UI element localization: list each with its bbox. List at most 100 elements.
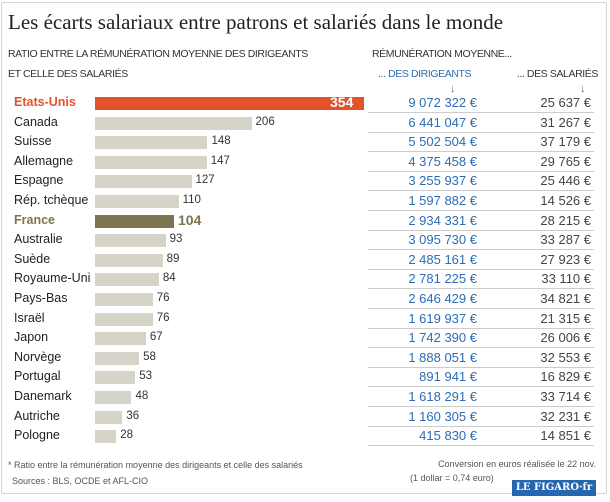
ratio-bar xyxy=(95,332,146,346)
ratio-value-label: 127 xyxy=(195,174,215,187)
row-divider xyxy=(368,366,594,368)
table-row: Canada 206 6 441 047 € 31 267 € xyxy=(8,113,594,133)
row-divider xyxy=(368,151,594,153)
ratio-bar xyxy=(95,214,175,228)
salaries-salary: 16 829 € xyxy=(540,369,591,385)
salaries-salary: 25 446 € xyxy=(540,173,591,189)
ratio-bar xyxy=(95,410,123,424)
dirigeants-salary: 415 830 € xyxy=(419,428,477,444)
ratio-bar xyxy=(95,312,153,326)
dirigeants-salary: 6 441 047 € xyxy=(408,114,477,130)
ratio-bar xyxy=(95,136,208,150)
ratio-value-label: 28 xyxy=(120,429,134,442)
salaries-salary: 21 315 € xyxy=(540,310,591,326)
salaries-salary: 29 765 € xyxy=(540,153,591,169)
table-row: Suisse 148 5 502 504 € 37 179 € xyxy=(8,132,594,153)
country-label: Suisse xyxy=(14,134,52,149)
table-row: Royaume-Uni 84 2 781 225 € 33 110 € xyxy=(8,269,594,290)
country-label: Danemark xyxy=(14,389,72,403)
country-label: France xyxy=(14,212,55,227)
country-label: Etats-Unis xyxy=(14,95,76,109)
ratio-bar xyxy=(95,155,207,169)
remuneration-header: RÉMUNÉRATION MOYENNE... xyxy=(372,48,512,60)
dirigeants-salary: 5 502 504 € xyxy=(408,134,477,150)
ratio-bar xyxy=(95,116,252,130)
table-row: France 104 2 934 331 € 28 215 € xyxy=(8,211,594,231)
dirigeants-salary: 2 485 161 € xyxy=(408,251,477,267)
salaries-salary: 25 637 € xyxy=(540,95,591,110)
dirigeants-salary: 1 742 390 € xyxy=(408,330,477,346)
ratio-bar xyxy=(95,293,153,306)
ratio-bar xyxy=(95,175,192,189)
row-divider xyxy=(368,288,594,290)
dirigeants-salary: 1 597 882 € xyxy=(408,193,477,208)
ratio-value-label: 110 xyxy=(182,194,201,206)
row-divider xyxy=(368,386,594,388)
country-label: Israël xyxy=(14,310,45,325)
row-divider xyxy=(368,425,594,427)
ratio-value-label: 147 xyxy=(210,154,230,167)
table-row: Pays-Bas 76 2 646 429 € 34 821 € xyxy=(8,289,594,309)
salaries-salary: 33 714 € xyxy=(540,389,591,404)
table-row: Autriche 36 1 160 305 € 32 231 € xyxy=(8,407,594,427)
ratio-header-line1: RATIO ENTRE LA RÉMUNÉRATION MOYENNE DES … xyxy=(8,48,308,60)
ratio-header-line2: ET CELLE DES SALARIÉS xyxy=(8,68,128,80)
ratio-value-label: 67 xyxy=(149,331,163,344)
ratio-value-label: 53 xyxy=(139,370,153,383)
salaries-salary: 28 215 € xyxy=(540,212,591,228)
country-label: Portugal xyxy=(14,369,61,384)
row-divider xyxy=(368,170,594,172)
row-divider xyxy=(368,249,594,251)
ratio-bar xyxy=(95,351,140,365)
table-row: Etats-Unis 354 9 072 322 € 25 637 € xyxy=(8,93,594,113)
row-divider xyxy=(368,229,594,231)
ratio-value-label: 84 xyxy=(162,272,176,285)
ratio-bar xyxy=(95,430,117,444)
country-label: Allemagne xyxy=(14,153,74,168)
dirigeants-salary: 3 095 730 € xyxy=(408,232,477,248)
row-divider xyxy=(368,347,594,349)
row-divider xyxy=(368,190,594,192)
dirigeants-salary: 2 781 225 € xyxy=(408,271,477,287)
ratio-value-label: 89 xyxy=(166,252,180,265)
table-row: Rép. tchèque 110 1 597 882 € 14 526 € xyxy=(8,191,594,211)
dirigeants-salary: 2 934 331 € xyxy=(408,212,477,228)
dirigeants-salary: 1 160 305 € xyxy=(408,408,477,424)
table-row: Espagne 127 3 255 937 € 25 446 € xyxy=(8,171,594,192)
table-row: Norvège 58 1 888 051 € 32 553 € xyxy=(8,348,594,368)
ratio-value-label: 58 xyxy=(143,350,156,363)
country-label: Japon xyxy=(14,330,49,345)
country-label: Pologne xyxy=(14,428,60,443)
row-divider xyxy=(368,112,594,113)
table-row: Allemagne 147 4 375 458 € 29 765 € xyxy=(8,152,594,172)
country-label: Suède xyxy=(14,251,51,266)
arrow-down-icon: ↓ xyxy=(450,83,456,95)
dirigeants-salary: 3 255 937 € xyxy=(408,173,477,189)
dirigeants-salary: 1 888 051 € xyxy=(408,349,477,365)
ratio-bar xyxy=(95,195,179,208)
row-divider xyxy=(368,308,594,309)
table-row: Danemark 48 1 618 291 € 33 714 € xyxy=(8,387,594,407)
ratio-value-label: 104 xyxy=(178,211,202,228)
salaries-salary: 34 821 € xyxy=(540,291,591,306)
ratio-bar xyxy=(95,234,166,248)
country-label: Australie xyxy=(14,232,63,247)
salaries-salary: 33 287 € xyxy=(540,232,591,248)
ratio-value-label: 148 xyxy=(211,135,231,148)
country-label: Royaume-Uni xyxy=(14,271,91,286)
dirigeants-header: ... DES DIRIGEANTS xyxy=(378,68,472,80)
chart-frame xyxy=(1,2,607,494)
arrow-down-icon: ↓ xyxy=(580,83,586,95)
table-row: Portugal 53 891 941 € 16 829 € xyxy=(8,367,594,388)
country-label: Rép. tchèque xyxy=(14,193,89,207)
ratio-value-label: 354 xyxy=(330,94,354,110)
country-label: Autriche xyxy=(14,408,60,423)
country-label: Pays-Bas xyxy=(14,291,68,305)
ratio-value-label: 93 xyxy=(169,233,183,246)
ratio-value-label: 76 xyxy=(156,292,170,304)
le-figaro-logo: LE FIGARO·fr xyxy=(512,480,596,496)
table-row: Israël 76 1 619 937 € 21 315 € xyxy=(8,309,594,329)
table-row: Suède 89 2 485 161 € 27 923 € xyxy=(8,250,594,270)
country-label: Norvège xyxy=(14,349,62,364)
ratio-bar xyxy=(95,371,136,385)
